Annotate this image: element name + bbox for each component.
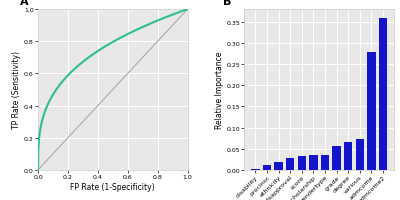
Bar: [274, 162, 283, 170]
Bar: [344, 143, 352, 170]
Bar: [309, 156, 318, 170]
Y-axis label: Relative Importance: Relative Importance: [215, 52, 224, 128]
Bar: [356, 140, 364, 170]
Y-axis label: TP Rate (Sensitivity): TP Rate (Sensitivity): [12, 51, 21, 129]
Text: B: B: [224, 0, 232, 7]
Bar: [321, 156, 329, 170]
Text: A: A: [20, 0, 29, 7]
Bar: [286, 158, 294, 170]
Bar: [379, 19, 387, 170]
Bar: [251, 169, 260, 170]
Bar: [263, 165, 271, 170]
Bar: [332, 146, 341, 170]
X-axis label: FP Rate (1-Specificity): FP Rate (1-Specificity): [70, 182, 155, 191]
Bar: [298, 156, 306, 170]
Bar: [367, 53, 376, 170]
